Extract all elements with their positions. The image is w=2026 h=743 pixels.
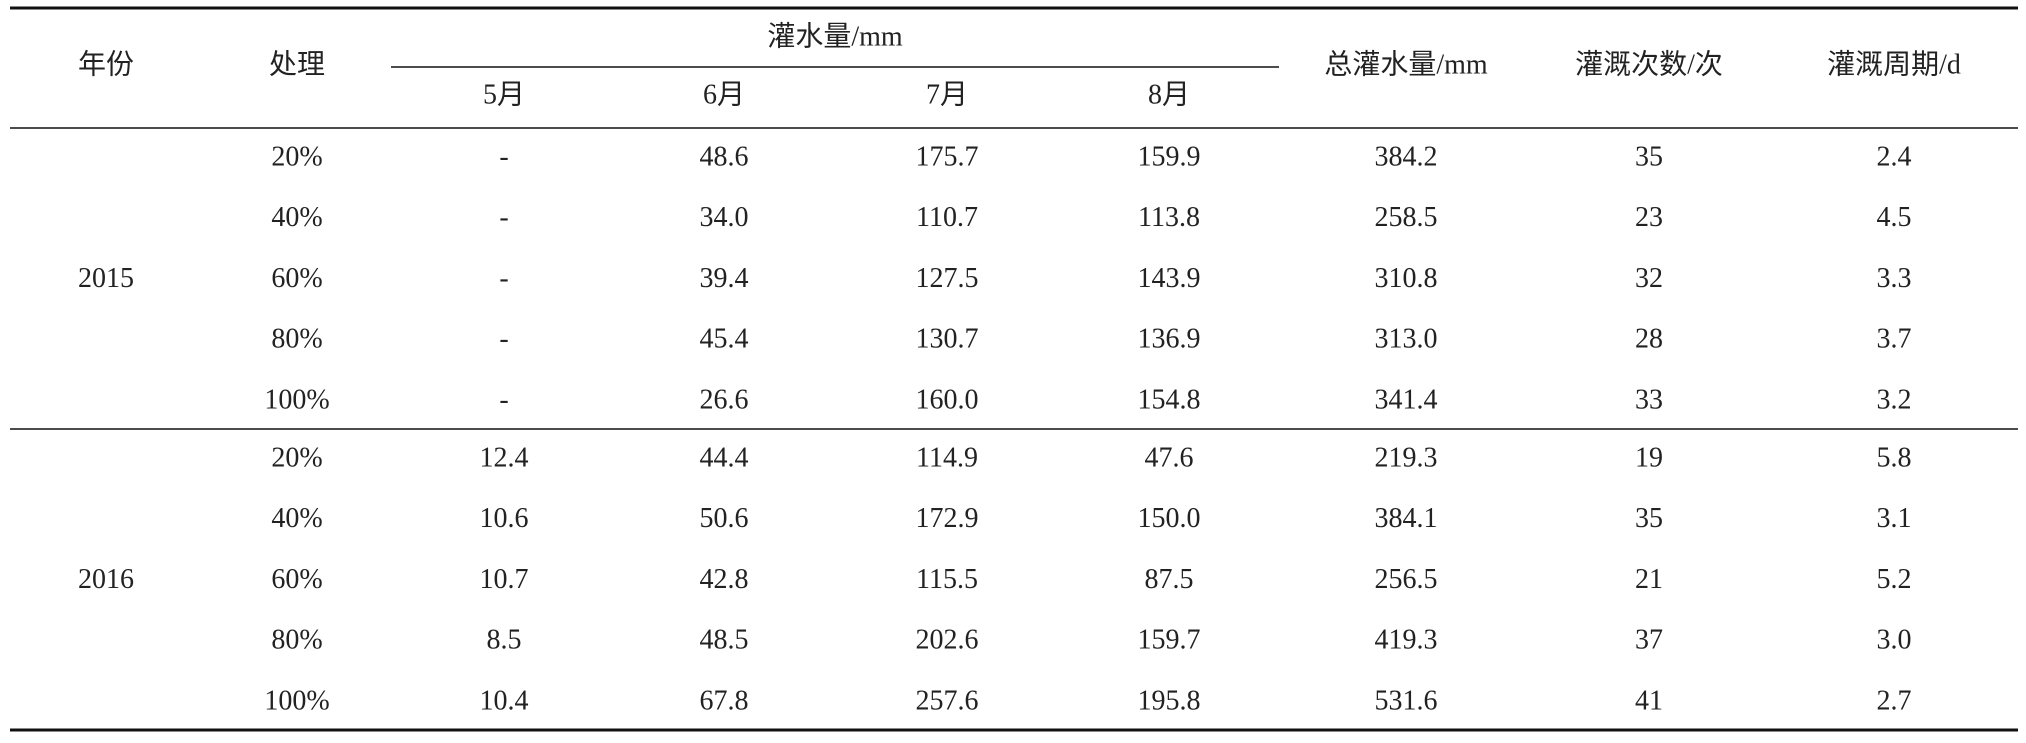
table-cell: 37 [1635, 625, 1663, 656]
table-cell: 10.6 [480, 503, 529, 534]
table-cell: 12.4 [480, 442, 529, 473]
table-cell: 3.7 [1877, 324, 1912, 355]
header-cell: 5月 [483, 79, 525, 110]
table-cell: 100% [264, 384, 329, 415]
table-cell: 19 [1635, 442, 1663, 473]
table-cell: 531.6 [1375, 685, 1438, 716]
header-cell: 6月 [703, 79, 745, 110]
table-cell: 114.9 [916, 442, 978, 473]
table-cell: 175.7 [916, 141, 979, 172]
table-cell: 172.9 [916, 503, 979, 534]
table-cell: 23 [1635, 202, 1663, 233]
table-cell: 313.0 [1375, 324, 1438, 355]
table-cell: 219.3 [1375, 442, 1438, 473]
table-cell: 419.3 [1375, 625, 1438, 656]
table-cell: 100% [264, 685, 329, 716]
table-cell: 40% [271, 202, 322, 233]
table-cell: 35 [1635, 141, 1663, 172]
table-cell: 159.9 [1138, 141, 1201, 172]
table-cell: - [499, 324, 508, 355]
table-cell: 110.7 [916, 202, 978, 233]
year-cell: 2015 [78, 263, 134, 294]
table-cell: 20% [271, 442, 322, 473]
header-cell: 灌水量/mm [767, 20, 903, 52]
table-cell: 40% [271, 503, 322, 534]
table-cell: 48.6 [700, 141, 749, 172]
table-cell: 10.7 [480, 564, 529, 595]
table-cell: 3.2 [1877, 384, 1912, 415]
table-cell: - [499, 384, 508, 415]
table-cell: 136.9 [1138, 324, 1201, 355]
table-cell: 130.7 [916, 324, 979, 355]
header-cell: 总灌水量/mm [1324, 48, 1488, 80]
table-cell: 258.5 [1375, 202, 1438, 233]
table-cell: 50.6 [700, 503, 749, 534]
table-cell: 10.4 [480, 685, 529, 716]
table-cell: 44.4 [700, 442, 749, 473]
table-cell: 115.5 [916, 564, 978, 595]
table-cell: - [499, 141, 508, 172]
table-cell: 41 [1635, 685, 1663, 716]
table-cell: 143.9 [1138, 263, 1201, 294]
table-cell: 42.8 [700, 564, 749, 595]
table-cell: 3.1 [1877, 503, 1912, 534]
header-cell: 处理 [269, 48, 325, 80]
header-cell: 8月 [1148, 79, 1190, 110]
header-cell: 7月 [926, 79, 968, 110]
table-cell: 34.0 [700, 202, 749, 233]
table-cell: 21 [1635, 564, 1663, 595]
table-cell: - [499, 263, 508, 294]
table-cell: 8.5 [487, 625, 522, 656]
header-cell: 年份 [78, 48, 134, 80]
year-cell: 2016 [78, 564, 134, 595]
table-cell: 32 [1635, 263, 1663, 294]
table-cell: 28 [1635, 324, 1663, 355]
table-cell: - [499, 202, 508, 233]
table-cell: 5.8 [1877, 442, 1912, 473]
table-cell: 257.6 [916, 685, 979, 716]
table-cell: 127.5 [916, 263, 979, 294]
table-cell: 113.8 [1138, 202, 1200, 233]
table-cell: 202.6 [916, 625, 979, 656]
table-cell: 3.0 [1877, 625, 1912, 656]
table-cell: 67.8 [700, 685, 749, 716]
table-cell: 4.5 [1877, 202, 1912, 233]
table-cell: 60% [271, 564, 322, 595]
table-cell: 5.2 [1877, 564, 1912, 595]
table-cell: 39.4 [700, 263, 749, 294]
table-cell: 256.5 [1375, 564, 1438, 595]
table-cell: 87.5 [1145, 564, 1194, 595]
table-cell: 150.0 [1138, 503, 1201, 534]
table-cell: 310.8 [1375, 263, 1438, 294]
table-cell: 384.1 [1375, 503, 1438, 534]
table-cell: 26.6 [700, 384, 749, 415]
table-cell: 195.8 [1138, 685, 1201, 716]
table-cell: 80% [271, 324, 322, 355]
table-cell: 154.8 [1138, 384, 1201, 415]
table-cell: 160.0 [916, 384, 979, 415]
table-cell: 341.4 [1375, 384, 1438, 415]
table-cell: 47.6 [1145, 442, 1194, 473]
table-cell: 384.2 [1375, 141, 1438, 172]
table-cell: 80% [271, 625, 322, 656]
table-cell: 3.3 [1877, 263, 1912, 294]
table-cell: 2.7 [1877, 685, 1912, 716]
table-cell: 48.5 [700, 625, 749, 656]
table-cell: 60% [271, 263, 322, 294]
table-cell: 45.4 [700, 324, 749, 355]
table-cell: 20% [271, 141, 322, 172]
header-cell: 灌溉周期/d [1827, 48, 1961, 80]
table-cell: 33 [1635, 384, 1663, 415]
table-cell: 159.7 [1138, 625, 1201, 656]
header-cell: 灌溉次数/次 [1575, 48, 1723, 80]
table-cell: 2.4 [1877, 141, 1912, 172]
table-cell: 35 [1635, 503, 1663, 534]
